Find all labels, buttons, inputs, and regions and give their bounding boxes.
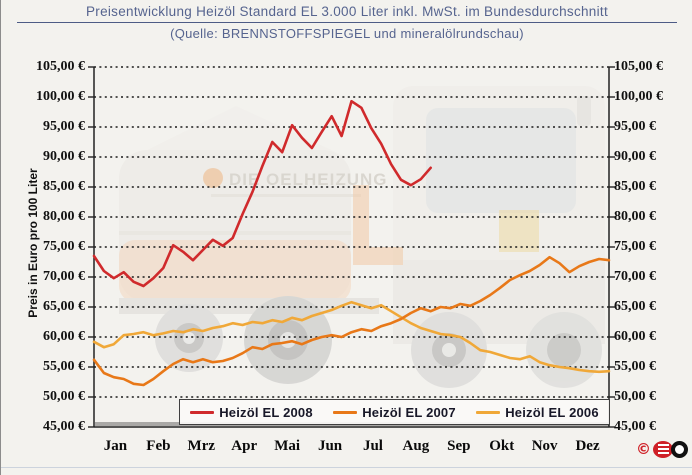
y-tick-label-left: 55,00 € <box>43 359 85 374</box>
series-line-heizöl-el-2008 <box>92 99 433 288</box>
y-tick-label-left: 75,00 € <box>43 239 85 254</box>
y-tick-label-right: 60,00 € <box>614 329 656 344</box>
truck-watermark-image: DIE OELHEIZUNG <box>119 86 605 388</box>
y-tick-label-left: 60,00 € <box>43 329 85 344</box>
y-tick-label-right: 80,00 € <box>614 209 656 224</box>
x-tick-label-jan: Jan <box>103 438 128 454</box>
data-series-lines <box>92 99 611 387</box>
y-tick-label-right: 90,00 € <box>614 149 656 164</box>
copyright-icon: © <box>636 440 651 458</box>
x-tick-label-mrz: Mrz <box>187 438 216 454</box>
chart-header: Preisentwicklung Heizöl Standard EL 3.00… <box>1 4 692 41</box>
y-tick-label-left: 85,00 € <box>43 179 85 194</box>
y-tick-label-left: 45,00 € <box>43 419 85 434</box>
y-tick-label-right: 105,00 € <box>614 59 663 74</box>
y-tick-label-right: 95,00 € <box>614 119 656 134</box>
oil-drop-icon <box>203 168 223 188</box>
x-tick-label-okt: Okt <box>489 438 515 454</box>
legend-item: Heizöl EL 2006 <box>476 405 599 420</box>
page-subtitle: (Quelle: BRENNSTOFFSPIEGEL und mineralöl… <box>170 26 524 41</box>
brand-o-icon <box>671 440 688 458</box>
legend-line-swatch <box>333 410 358 414</box>
x-tick-label-jun: Jun <box>317 438 343 454</box>
page-title: Preisentwicklung Heizöl Standard EL 3.00… <box>17 4 677 23</box>
legend-label: Heizöl EL 2008 <box>219 404 313 420</box>
legend-line-swatch <box>190 410 215 414</box>
y-tick-label-right: 55,00 € <box>614 359 656 374</box>
y-tick-label-right: 50,00 € <box>614 389 656 404</box>
y-tick-label-left: 90,00 € <box>43 149 85 164</box>
y-tick-label-right: 75,00 € <box>614 239 656 254</box>
y-tick-label-left: 100,00 € <box>36 89 85 104</box>
y-tick-label-left: 65,00 € <box>43 299 85 314</box>
y-tick-label-left: 95,00 € <box>43 119 85 134</box>
y-tick-label-left: 80,00 € <box>43 209 85 224</box>
legend-item: Heizöl EL 2007 <box>333 405 456 420</box>
x-tick-label-mai: Mai <box>274 438 301 454</box>
x-tick-label-apr: Apr <box>231 438 258 454</box>
series-line-heizöl-el-2007 <box>92 255 611 387</box>
y-tick-label-right: 85,00 € <box>614 179 656 194</box>
x-tick-label-feb: Feb <box>146 438 171 454</box>
legend-box: Heizöl EL 2008 Heizöl EL 2007 Heizöl EL 20… <box>179 399 610 425</box>
y-tick-label-right: 100,00 € <box>614 89 663 104</box>
x-tick-label-nov: Nov <box>531 438 558 454</box>
y-tick-label-left: 70,00 € <box>43 269 85 284</box>
y-tick-label-left: 105,00 € <box>36 59 85 74</box>
x-tick-label-dez: Dez <box>575 438 600 454</box>
y-tick-label-right: 45,00 € <box>614 419 656 434</box>
bottom-divider <box>1 467 692 468</box>
series-line-heizöl-el-2006 <box>92 300 611 374</box>
legend-label: Heizöl EL 2006 <box>505 404 599 420</box>
brand-e-icon <box>653 440 673 458</box>
y-tick-label-right: 70,00 € <box>614 269 656 284</box>
legend-line-swatch <box>476 410 501 414</box>
y-tick-label-right: 65,00 € <box>614 299 656 314</box>
copyright-logo: © <box>636 437 688 461</box>
watermark-text: DIE OELHEIZUNG <box>229 170 388 189</box>
legend-item: Heizöl EL 2008 <box>190 405 313 420</box>
x-tick-label-sep: Sep <box>447 438 471 454</box>
x-tick-label-aug: Aug <box>402 438 430 454</box>
legend-label: Heizöl EL 2007 <box>362 404 456 420</box>
y-tick-label-left: 50,00 € <box>43 389 85 404</box>
x-tick-label-jul: Jul <box>362 438 383 454</box>
